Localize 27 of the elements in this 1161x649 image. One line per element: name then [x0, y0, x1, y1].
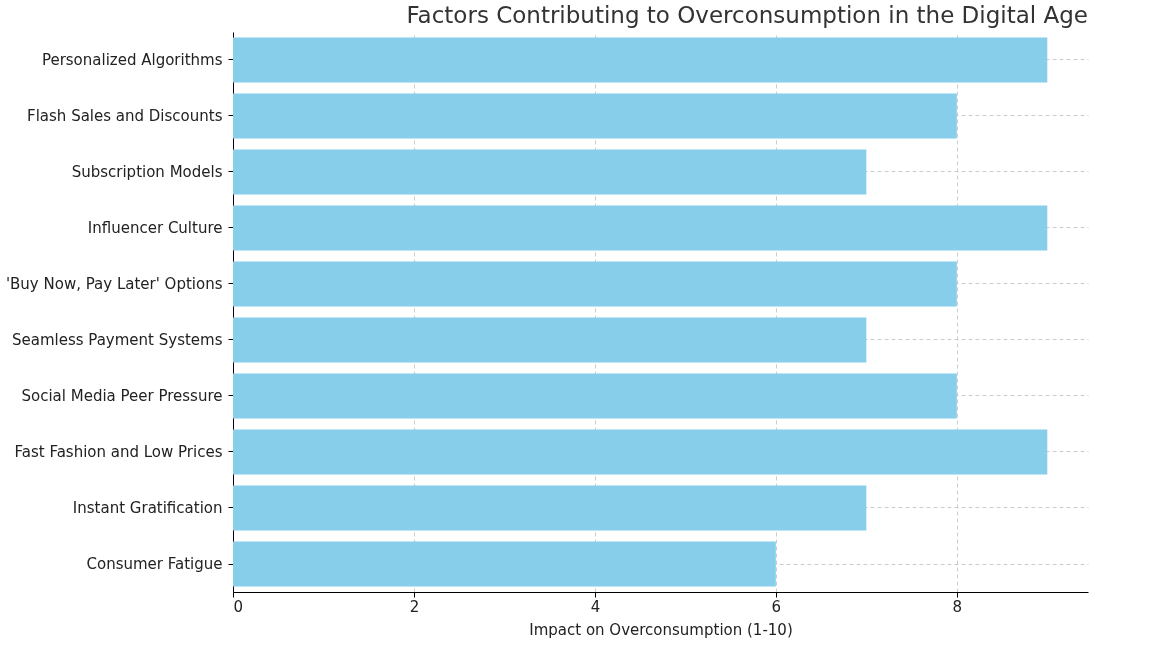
- bar: [233, 205, 1048, 251]
- y-tick-label: Subscription Models: [71, 163, 223, 181]
- x-tick-label: 0: [233, 597, 244, 616]
- bar: [233, 261, 957, 307]
- bar: [233, 429, 1048, 475]
- bar: [233, 541, 776, 587]
- y-tick-label: Seamless Payment Systems: [11, 331, 223, 349]
- y-tick-label: Consumer Fatigue: [86, 555, 223, 573]
- bar: [233, 485, 867, 531]
- y-tick-label: 'Buy Now, Pay Later' Options: [5, 275, 223, 293]
- bar: [233, 93, 957, 139]
- x-tick-label: 2: [409, 597, 420, 616]
- chart-title: Factors Contributing to Overconsumption in the Digital Age: [406, 2, 1088, 28]
- x-axis-title: Impact on Overconsumption (1-10): [529, 620, 793, 639]
- bar: [233, 317, 867, 363]
- y-tick-label: Fast Fashion and Low Prices: [14, 443, 223, 461]
- y-tick-label: Instant Gratification: [72, 499, 223, 517]
- bar: [233, 149, 867, 195]
- x-tick-label: 4: [590, 597, 601, 616]
- y-tick-label: Personalized Algorithms: [41, 51, 223, 69]
- x-tick-label: 8: [952, 597, 963, 616]
- y-tick-label: Social Media Peer Pressure: [21, 387, 223, 405]
- x-tick-label: 6: [771, 597, 782, 616]
- y-tick-label: Flash Sales and Discounts: [27, 107, 223, 125]
- y-tick-label: Influencer Culture: [87, 219, 223, 237]
- bar: [233, 37, 1048, 83]
- bar: [233, 373, 957, 419]
